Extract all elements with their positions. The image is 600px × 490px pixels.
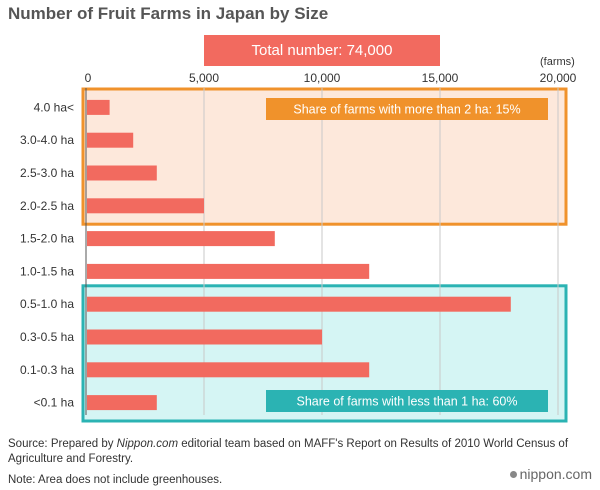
- chart-title: Number of Fruit Farms in Japan by Size: [8, 4, 329, 23]
- bar: [87, 165, 157, 181]
- logo-text: nippon.com: [519, 466, 592, 482]
- bar: [87, 362, 370, 378]
- area-note: Note: Area does not include greenhouses.: [8, 474, 223, 486]
- bar: [87, 329, 322, 345]
- x-tick-label: 10,000: [304, 71, 341, 85]
- category-label: 3.0-4.0 ha: [20, 133, 74, 147]
- bar: [87, 263, 370, 279]
- category-label: 0.1-0.3 ha: [20, 363, 74, 377]
- bar: [87, 296, 511, 312]
- bar: [87, 231, 275, 247]
- category-label: 1.0-1.5 ha: [20, 264, 74, 278]
- source-prefix: Source: Prepared by: [8, 438, 117, 450]
- category-label: 0.3-0.5 ha: [20, 330, 74, 344]
- category-label: 1.5-2.0 ha: [20, 232, 74, 246]
- bar: [87, 395, 157, 411]
- source-note: Source: Prepared by Nippon.com editorial…: [8, 437, 598, 467]
- category-label: 4.0 ha<: [34, 100, 74, 114]
- highlight-tag-upper: [266, 98, 548, 120]
- units-label: (farms): [540, 56, 575, 68]
- x-tick-label: 5,000: [189, 71, 219, 85]
- highlight-tag-label: Share of farms with less than 1 ha: 60%: [297, 395, 518, 409]
- source-suffix: editorial team based on MAFF's Report on…: [8, 438, 569, 465]
- source-publisher: Nippon.com: [116, 438, 179, 450]
- bar: [87, 198, 204, 214]
- category-label: 2.0-2.5 ha: [20, 199, 74, 213]
- highlight-tag-label: Share of farms with more than 2 ha: 15%: [293, 103, 520, 117]
- category-label: <0.1 ha: [34, 396, 75, 410]
- logo-dot-icon: [509, 470, 517, 478]
- x-tick-label: 0: [85, 71, 92, 85]
- bar: [87, 99, 110, 115]
- nippon-logo: nippon.com: [509, 466, 592, 482]
- category-label: 0.5-1.0 ha: [20, 297, 74, 311]
- x-tick-label: 20,000: [540, 71, 577, 85]
- category-label: 2.5-3.0 ha: [20, 166, 74, 180]
- x-tick-label: 15,000: [422, 71, 459, 85]
- total-number-banner: Total number: 74,000: [204, 35, 440, 66]
- bar: [87, 132, 134, 148]
- bar-chart: 0 5,000 10,000 15,000 20,000 4.0 ha< 3.0-4.0 h…: [20, 71, 577, 423]
- highlight-tag-lower: [266, 390, 548, 412]
